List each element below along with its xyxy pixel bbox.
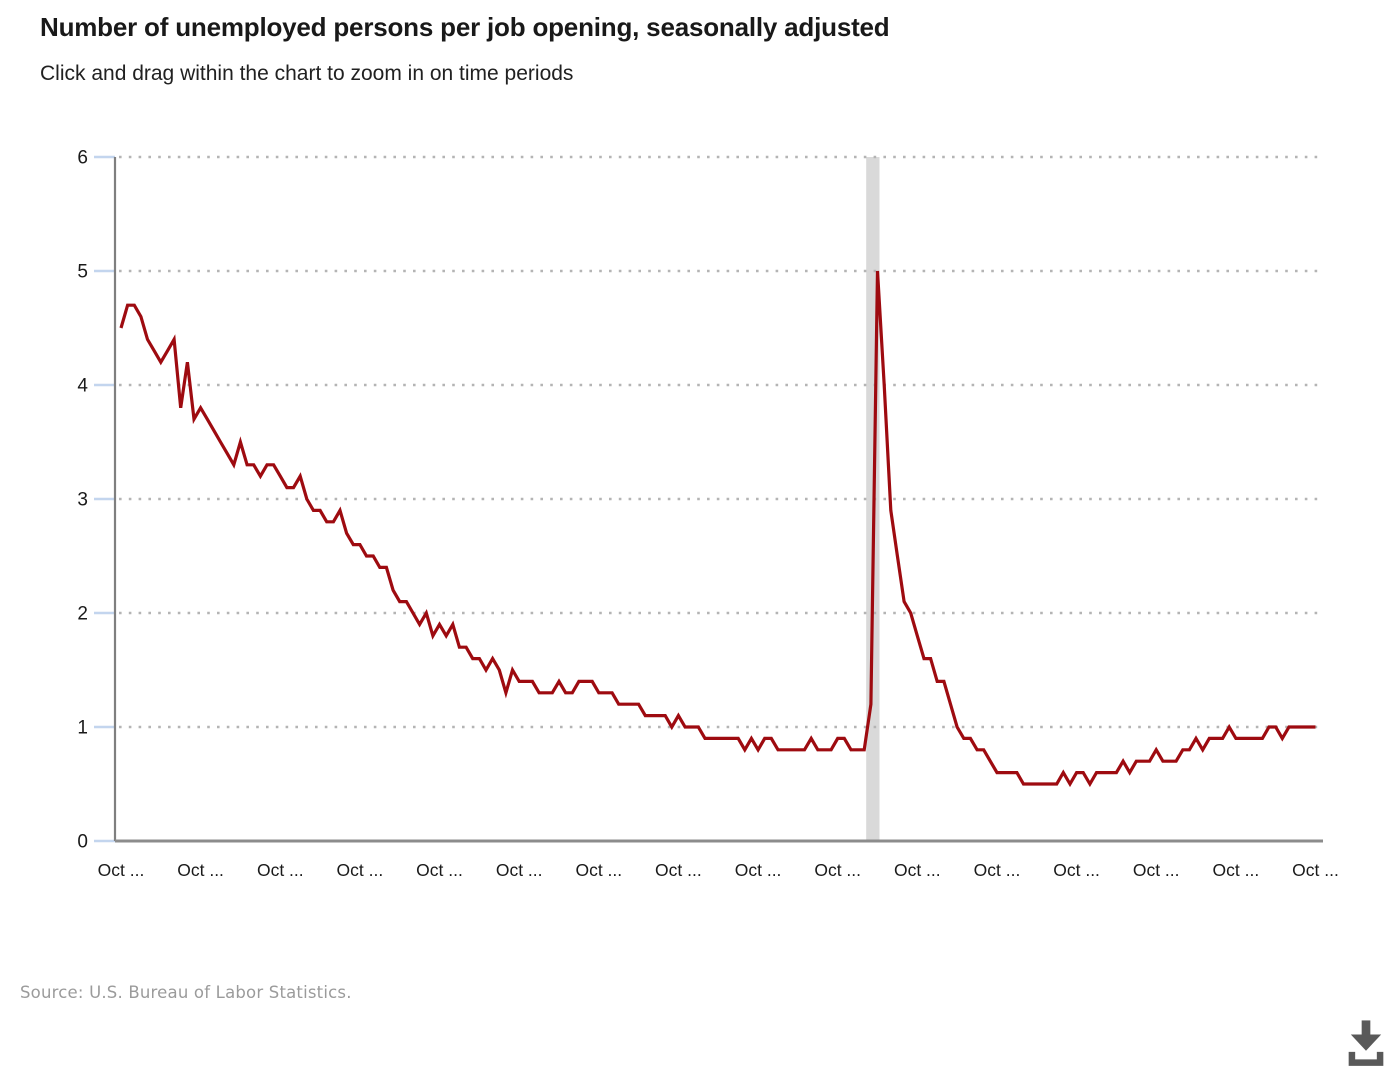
x-axis-label: Oct ... [337, 860, 384, 880]
x-axis-label: Oct ... [655, 860, 702, 880]
y-axis-label: 5 [77, 262, 88, 283]
x-axis-label: Oct ... [1213, 860, 1260, 880]
line-chart-svg[interactable]: 0 1 2 3 4 5 6 Oct ... Oct ... Oct ... Oct ... Oct .… [0, 0, 1400, 920]
y-axis-label: 0 [77, 832, 88, 853]
y-axis-label: 3 [77, 490, 88, 511]
x-axis-label: Oct ... [814, 860, 861, 880]
x-axis-label: Oct ... [894, 860, 941, 880]
x-axis-label: Oct ... [1133, 860, 1180, 880]
x-axis-label: Oct ... [416, 860, 463, 880]
y-axis-label: 4 [77, 376, 88, 397]
data-line [119, 270, 1316, 788]
chart-title: Number of unemployed persons per job ope… [40, 12, 890, 42]
x-axis-label: Oct ... [735, 860, 782, 880]
x-axis-label: Oct ... [1292, 860, 1339, 880]
x-axis-label: Oct ... [1053, 860, 1100, 880]
y-axis-label: 1 [77, 718, 88, 739]
chart-subtitle: Click and drag within the chart to zoom … [40, 62, 574, 85]
x-axis-label: Oct ... [496, 860, 543, 880]
y-axis-label: 2 [77, 604, 88, 625]
download-button[interactable] [1336, 1010, 1398, 1072]
x-axis-label: Oct ... [575, 860, 622, 880]
source-note: Source: U.S. Bureau of Labor Statistics. [20, 983, 352, 1002]
x-axis-label: Oct ... [257, 860, 304, 880]
y-axis-label: 6 [77, 148, 88, 169]
x-axis-label: Oct ... [177, 860, 224, 880]
x-axis-label: Oct ... [974, 860, 1021, 880]
download-icon [1348, 1020, 1384, 1066]
x-axis-label: Oct ... [98, 860, 145, 880]
chart-plot-area[interactable]: 0 1 2 3 4 5 6 Oct ... Oct ... Oct ... Oct ... Oct .… [0, 0, 1400, 920]
